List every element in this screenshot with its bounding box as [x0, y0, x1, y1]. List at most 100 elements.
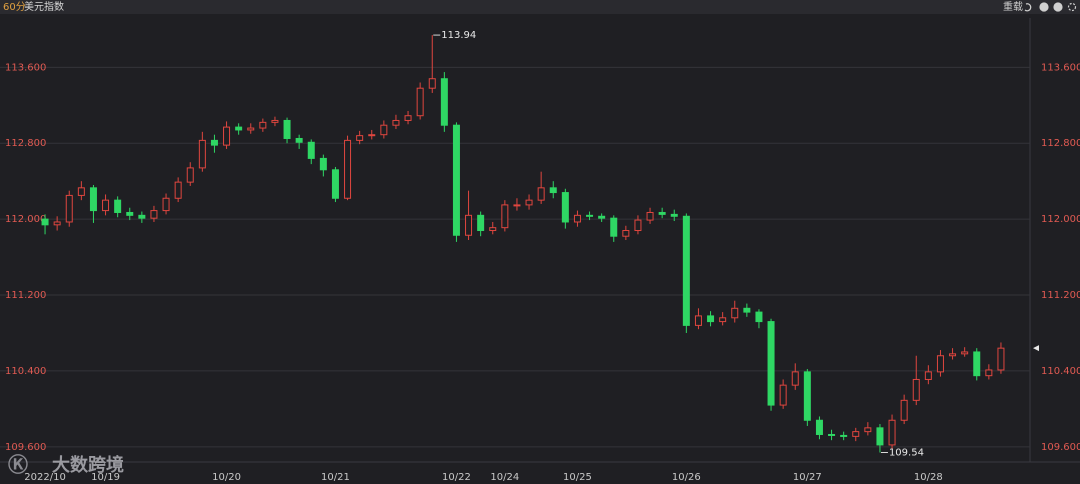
candle-body: [41, 218, 49, 226]
candle-body: [815, 419, 823, 435]
candle-body: [440, 78, 448, 126]
y-tick-label: 112.800: [5, 138, 46, 149]
candle-body: [198, 139, 206, 169]
y2-tick-label: 113.600: [1041, 62, 1080, 73]
candle-body: [791, 371, 799, 386]
candle-body: [186, 167, 194, 183]
candle-body: [876, 427, 884, 446]
candle-body: [997, 347, 1005, 371]
y-tick-label: 112.000: [5, 214, 46, 225]
candle-body: [828, 433, 836, 436]
toolbar-icons[interactable]: [1024, 2, 1077, 12]
candle-body: [452, 124, 460, 236]
candle-body: [610, 217, 618, 237]
toolbar: [0, 0, 1080, 14]
candle-body: [767, 321, 775, 406]
candle-body: [247, 127, 255, 131]
candle-body: [803, 371, 811, 421]
candle-body: [949, 353, 957, 357]
candle-body: [259, 121, 267, 129]
candle-body: [598, 215, 606, 219]
y-tick-label: 113.600: [5, 62, 46, 73]
candle-body: [331, 169, 339, 199]
x-tick-label: 10/20: [212, 472, 241, 483]
x-tick-label: 10/21: [321, 472, 350, 483]
x-tick-label: 10/28: [914, 472, 943, 483]
candle-body: [961, 351, 969, 355]
zoom-in-icon[interactable]: [1039, 2, 1049, 12]
candle-body: [973, 351, 981, 377]
undo-icon[interactable]: [1024, 3, 1032, 12]
candle-body: [126, 211, 134, 216]
candle-body: [719, 317, 727, 323]
y2-tick-label: 110.400: [1041, 366, 1080, 377]
candle-body: [707, 315, 715, 323]
watermark: 大数跨境: [52, 454, 124, 476]
candle-body: [900, 399, 908, 421]
candle-body: [694, 315, 702, 326]
x-tick-label: 10/24: [490, 472, 519, 483]
candle-body: [912, 378, 920, 401]
candle-body: [936, 355, 944, 373]
y2-tick-label: 109.600: [1041, 442, 1080, 453]
settings-icon[interactable]: [1067, 2, 1077, 12]
candle-body: [392, 119, 400, 126]
y2-tick-label: 111.200: [1041, 290, 1080, 301]
candle-body: [549, 187, 557, 194]
x-tick-label: 10/26: [672, 472, 701, 483]
candle-body: [465, 214, 473, 236]
period[interactable]: 60分: [3, 1, 26, 13]
candle-body: [670, 213, 678, 217]
symbol: 美元指数: [24, 0, 64, 13]
candle-body: [622, 230, 630, 237]
candle-body: [840, 434, 848, 437]
candle-body: [537, 187, 545, 201]
candle-body: [283, 119, 291, 139]
candle-body: [646, 211, 654, 221]
candle-body: [864, 427, 872, 433]
y2-tick-label: 112.000: [1041, 214, 1080, 225]
candle-body: [368, 134, 376, 137]
candle-body: [561, 192, 569, 223]
candle-body: [743, 307, 751, 313]
candle-body: [682, 215, 690, 326]
candle-body: [428, 78, 436, 89]
x-tick-label: 10/22: [442, 472, 471, 483]
zoom-out-icon[interactable]: [1053, 2, 1063, 12]
reload-button[interactable]: 重载: [1003, 0, 1023, 13]
candle-body: [102, 199, 110, 212]
candle-body: [755, 311, 763, 323]
candle-body: [586, 214, 594, 217]
candle-body: [295, 137, 303, 143]
candle-body: [924, 371, 932, 380]
y2-tick-label: 112.800: [1041, 138, 1080, 149]
candle-body: [489, 227, 497, 232]
candle-body: [271, 119, 279, 123]
candle-body: [658, 211, 666, 215]
x-tick-label: 2022/10: [24, 472, 66, 483]
logo-mark: Ⓚ: [8, 453, 28, 477]
candle-body: [307, 141, 315, 159]
candle-body: [634, 219, 642, 232]
candle-body: [356, 135, 364, 141]
candle-body: [138, 214, 146, 219]
candle-body: [89, 187, 97, 212]
x-tick-label: 10/25: [563, 472, 592, 483]
candle-body: [477, 214, 485, 232]
candle-body: [501, 204, 509, 229]
candle-body: [852, 431, 860, 437]
y-tick-label: 109.600: [5, 442, 46, 453]
candle-body: [985, 369, 993, 377]
candle-body: [223, 126, 231, 146]
candle-body: [525, 199, 533, 206]
candle-body: [319, 157, 327, 171]
candle-body: [162, 197, 170, 212]
last-price-marker: [1033, 345, 1039, 352]
max-label: 113.94: [441, 30, 476, 41]
candle-body: [114, 199, 122, 213]
candle-body: [174, 181, 182, 199]
candle-body: [888, 419, 896, 446]
x-tick-label: 10/19: [91, 472, 120, 483]
min-label: 109.54: [889, 448, 924, 459]
